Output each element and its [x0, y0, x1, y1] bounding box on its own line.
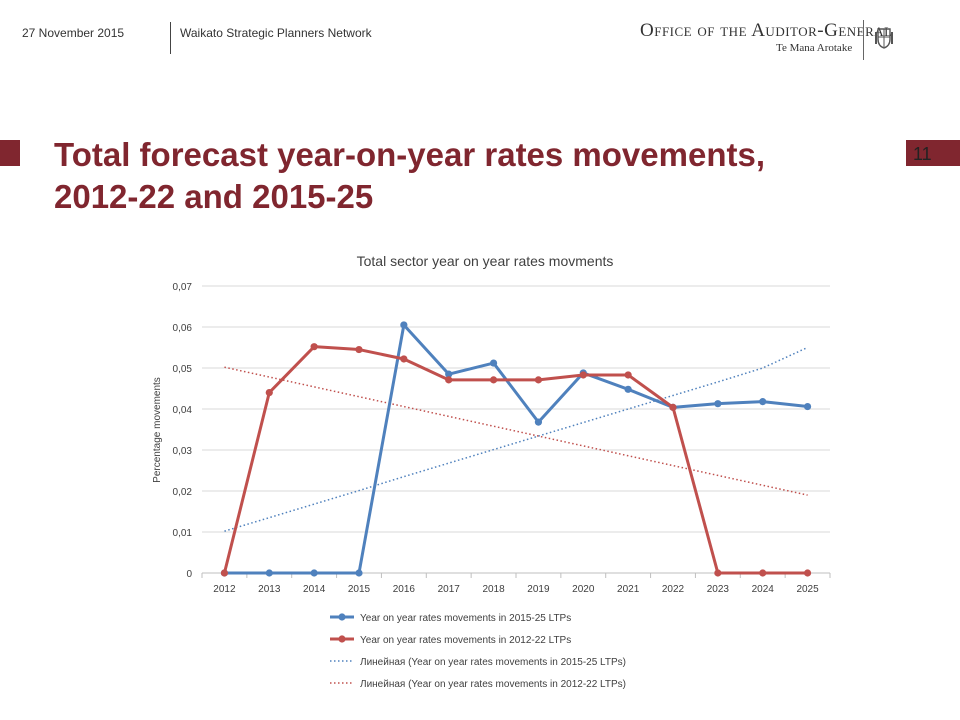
data-point [534, 376, 543, 384]
slide-number-bar [906, 140, 960, 166]
legend-item: Year on year rates movements in 2015-25 … [330, 613, 571, 624]
trendline-series-2 [224, 346, 808, 532]
data-point [803, 402, 812, 411]
header-network: Waikato Strategic Planners Network [180, 26, 372, 40]
data-point [489, 376, 498, 384]
data-point [220, 569, 229, 577]
data-point [803, 569, 812, 577]
rates-line-chart: Total sector year on year rates movments… [152, 253, 831, 690]
chart-legend: Year on year rates movements in 2015-25 … [330, 613, 626, 690]
data-point [669, 403, 677, 411]
legend-label: Линейная (Year on year rates movements i… [360, 657, 626, 668]
data-point [265, 569, 273, 577]
line-series-0 [224, 323, 808, 575]
title-accent-bar [0, 140, 20, 166]
y-tick-label: 0 [186, 569, 192, 580]
data-point [759, 569, 767, 577]
chart-series [220, 321, 812, 577]
x-tick-label: 2025 [796, 584, 819, 595]
x-tick-label: 2015 [348, 584, 371, 595]
y-tick-label: 0,05 [173, 364, 193, 375]
data-point [624, 385, 632, 393]
x-tick-label: 2018 [482, 584, 505, 595]
data-point [489, 359, 498, 367]
legend-item: Year on year rates movements in 2012-22 … [330, 635, 571, 646]
legend-item: Линейная (Year on year rates movements i… [330, 657, 626, 668]
x-tick-label: 2016 [393, 584, 416, 595]
data-point [310, 343, 318, 351]
chart-title: Total sector year on year rates movments [357, 253, 614, 269]
logo-divider [863, 20, 864, 60]
x-tick-label: 2020 [572, 584, 595, 595]
data-point [310, 569, 318, 577]
data-point [759, 398, 767, 406]
y-tick-label: 0,03 [173, 446, 193, 457]
legend-label: Year on year rates movements in 2015-25 … [360, 613, 571, 624]
logo-subtitle: Te Mana Arotake [776, 42, 853, 54]
data-point [714, 569, 722, 577]
x-axis-ticks: 2012 2013 2014 2015 2016 2017 2018 2019 2020 2021… [201, 573, 831, 595]
x-tick-label: 2013 [258, 584, 281, 595]
legend-marker [338, 635, 346, 643]
legend-item: Линейная (Year on year rates movements i… [330, 679, 626, 690]
x-tick-label: 2012 [213, 584, 236, 595]
logo-title: Office of the Auditor-General [640, 20, 893, 41]
x-tick-label: 2023 [707, 584, 730, 595]
data-point [714, 400, 722, 408]
y-tick-label: 0,04 [173, 405, 193, 416]
legend-marker [338, 613, 346, 621]
x-tick-label: 2021 [617, 584, 640, 595]
x-tick-label: 2019 [527, 584, 550, 595]
data-point [624, 371, 632, 379]
slide-title: Total forecast year-on-year rates moveme… [54, 136, 765, 215]
data-point [265, 389, 273, 397]
data-point [445, 376, 453, 384]
chart-gridlines [202, 285, 830, 574]
data-point [579, 371, 587, 379]
y-axis-ticks: 0 0,01 0,02 0,03 0,04 0,05 0,06 0,07 [173, 282, 193, 580]
y-axis-label: Percentage movements [152, 377, 163, 483]
legend-label: Линейная (Year on year rates movements i… [360, 679, 626, 690]
x-tick-label: 2014 [303, 584, 326, 595]
legend-label: Year on year rates movements in 2012-22 … [360, 635, 571, 646]
data-point [355, 569, 363, 577]
y-tick-label: 0,07 [173, 282, 193, 293]
header-divider [170, 22, 171, 54]
data-point [400, 321, 408, 329]
x-tick-label: 2022 [662, 584, 685, 595]
oag-logo: Office of the Auditor-General Te Mana Ar… [640, 20, 940, 60]
y-tick-label: 0,06 [173, 323, 193, 334]
nz-coat-of-arms-icon [875, 28, 893, 49]
data-point [400, 355, 408, 363]
header-date: 27 November 2015 [22, 26, 125, 40]
x-tick-label: 2017 [438, 584, 461, 595]
line-series-1 [222, 345, 808, 575]
x-tick-label: 2024 [752, 584, 775, 595]
slide-number: 11 [913, 144, 932, 164]
y-tick-label: 0,02 [173, 487, 193, 498]
data-point [445, 370, 453, 378]
data-point [355, 345, 363, 354]
y-tick-label: 0,01 [173, 528, 193, 539]
data-point [534, 418, 543, 426]
trendline-series-3 [224, 366, 808, 496]
